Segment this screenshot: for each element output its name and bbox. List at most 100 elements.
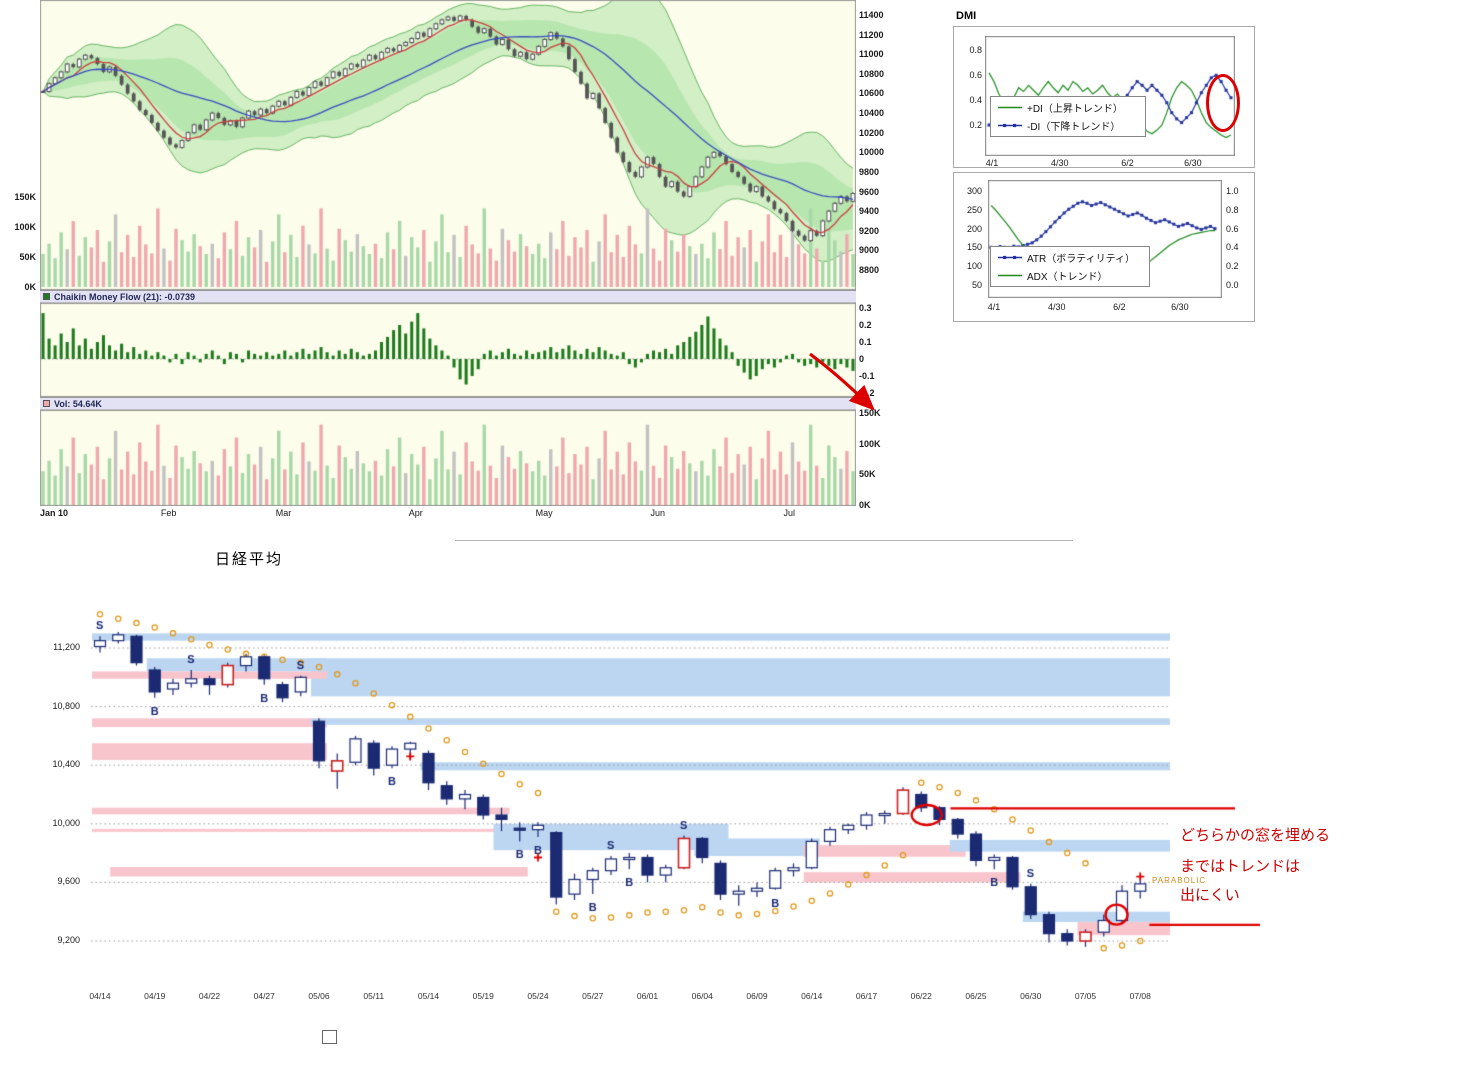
dmi-legend-row-plus-di: +DI（上昇トレンド） (997, 100, 1139, 115)
small-square-box (322, 1030, 337, 1044)
price-axis-tick: 9600 (859, 186, 880, 197)
price-axis-tick: 11400 (859, 10, 884, 20)
price-axis-tick: 10200 (859, 127, 885, 138)
adx-legend-row: ADX（トレンド） (997, 268, 1143, 283)
volume-overlay-axis-tick: 0K (24, 282, 36, 292)
nikkei-x-axis-tick: 04/14 (89, 991, 111, 1001)
nikkei-x-axis-tick: 05/19 (472, 991, 494, 1001)
nikkei-y-axis-tick: 11,200 (53, 642, 80, 652)
nikkei-x-axis-tick: 05/27 (582, 991, 604, 1001)
volume-panel-header: Vol: 54.64K (40, 397, 856, 410)
atr-adx-legend: ATR（ボラティリティ） ADX（トレンド） (990, 246, 1150, 287)
atr-right-axis-tick: 0.8 (1226, 205, 1239, 215)
volume-chart-canvas (40, 410, 856, 506)
dmi-x-axis-tick: 4/1 (985, 158, 999, 168)
price-bollinger-volume-chart-canvas (40, 0, 856, 290)
nikkei-x-axis-tick: 05/06 (308, 991, 330, 1001)
dmi-legend-row-minus-di: -DI（下降トレンド） (997, 118, 1139, 133)
nikkei-x-axis-tick: 06/25 (965, 991, 987, 1001)
adx-line-sample-icon (998, 274, 1022, 277)
month-label: Feb (160, 508, 177, 518)
atr-left-axis-tick: 250 (966, 205, 982, 215)
price-axis-tick: 10800 (859, 68, 885, 79)
nikkei-x-axis-tick: 05/24 (527, 991, 549, 1001)
month-label: Mar (275, 508, 292, 518)
atr-x-axis-tick: 4/1 (987, 302, 1001, 312)
nikkei-x-axis-tick: 06/30 (1020, 991, 1042, 1001)
chaikin-panel-header: Chaikin Money Flow (21): -0.0739 (40, 290, 856, 303)
parabolic-label: PARABOLIC (1152, 876, 1207, 885)
minus-di-line-sample-icon (998, 123, 1022, 128)
month-label: Jul (783, 508, 795, 518)
atr-x-axis-tick: 6/30 (1171, 302, 1189, 312)
atr-label: ATR（ボラティリティ） (1027, 254, 1136, 265)
volume-axis-tick: 50K (859, 469, 876, 480)
dmi-red-ellipse-annotation (1206, 74, 1240, 132)
nikkei-y-axis-tick: 10,000 (52, 817, 80, 828)
nikkei-y-axis-tick: 10,400 (52, 759, 80, 770)
dmi-x-axis-tick: 4/30 (1050, 158, 1069, 168)
nikkei-x-axis-tick: 06/04 (691, 991, 713, 1001)
section-divider (455, 540, 1073, 541)
atr-left-axis-tick: 100 (966, 261, 982, 271)
volume-axis-tick: 0K (859, 500, 871, 510)
volume-legend-swatch-icon (43, 400, 50, 407)
price-axis-tick: 10600 (859, 88, 885, 99)
nikkei-x-axis-tick: 05/11 (363, 991, 385, 1001)
volume-overlay-axis-tick: 150K (14, 192, 36, 202)
nikkei-x-axis-tick: 07/08 (1129, 991, 1151, 1001)
volume-overlay-axis-tick: 100K (14, 222, 36, 232)
dmi-y-axis-tick: 0.4 (969, 95, 982, 106)
chaikin-money-flow-canvas (40, 303, 856, 397)
nikkei-x-axis-tick: 05/14 (417, 991, 440, 1001)
plus-di-label: +DI（上昇トレンド） (1027, 104, 1123, 115)
dmi-y-axis-tick: 0.2 (969, 120, 982, 131)
price-axis-tick: 11200 (859, 29, 884, 40)
month-label: May (535, 508, 553, 518)
nikkei-chart-title: 日経平均 (215, 551, 284, 568)
chaikin-axis-tick: 0.3 (859, 303, 872, 313)
volume-axis-tick: 100K (859, 438, 881, 449)
atr-right-axis-tick: 0.4 (1226, 242, 1239, 253)
nikkei-x-axis-tick: 04/19 (144, 991, 166, 1001)
red-arrow-annotation (809, 352, 875, 411)
atr-left-axis-tick: 300 (966, 186, 982, 197)
nikkei-y-axis-tick: 9,600 (57, 876, 80, 887)
dmi-x-axis-tick: 6/2 (1121, 158, 1134, 168)
atr-legend-row: ATR（ボラティリティ） (997, 250, 1143, 265)
price-axis-tick: 8800 (859, 265, 880, 275)
atr-line-sample-icon (998, 255, 1022, 260)
price-axis-tick: 10000 (859, 147, 885, 158)
chaikin-axis-tick: 0 (859, 354, 865, 364)
volume-axis-tick: 150K (859, 408, 881, 418)
price-axis-tick: 9800 (859, 166, 880, 177)
price-axis-tick: 9000 (859, 245, 880, 256)
atr-right-axis-tick: 0.0 (1226, 279, 1239, 290)
price-axis-tick: 9200 (859, 225, 880, 236)
atr-right-axis-tick: 0.2 (1226, 261, 1239, 271)
atr-x-axis-tick: 6/2 (1113, 302, 1126, 312)
atr-left-axis-tick: 50 (971, 279, 982, 290)
atr-left-axis-tick: 200 (966, 223, 982, 234)
dmi-y-axis-tick: 0.6 (969, 70, 982, 81)
nikkei-x-axis-tick: 04/22 (198, 991, 221, 1001)
volume-overlay-axis-tick: 50K (19, 252, 36, 262)
plus-di-line-sample-icon (998, 106, 1022, 109)
nikkei-y-axis-tick: 9,200 (57, 935, 80, 945)
month-label: Jun (650, 508, 665, 518)
nikkei-x-axis-tick: 06/09 (746, 991, 768, 1001)
dmi-legend: +DI（上昇トレンド） -DI（下降トレンド） (990, 96, 1146, 137)
nikkei-x-axis-tick: 07/05 (1074, 991, 1097, 1001)
annotation-text-line-3: 出にくい (1180, 887, 1240, 904)
chaikin-axis-tick: 0.2 (859, 320, 872, 330)
chaikin-legend-swatch-icon (43, 293, 50, 300)
atr-x-axis-tick: 4/30 (1047, 302, 1066, 312)
chaikin-panel-label: Chaikin Money Flow (21): -0.0739 (54, 291, 196, 302)
price-axis-tick: 11000 (859, 49, 884, 60)
nikkei-x-axis-tick: 06/01 (636, 991, 659, 1001)
adx-label: ADX（トレンド） (1027, 272, 1108, 283)
nikkei-x-axis-tick: 06/14 (801, 991, 823, 1001)
nikkei-x-axis-tick: 06/22 (910, 991, 932, 1001)
nikkei-y-axis-tick: 10,800 (52, 700, 80, 711)
